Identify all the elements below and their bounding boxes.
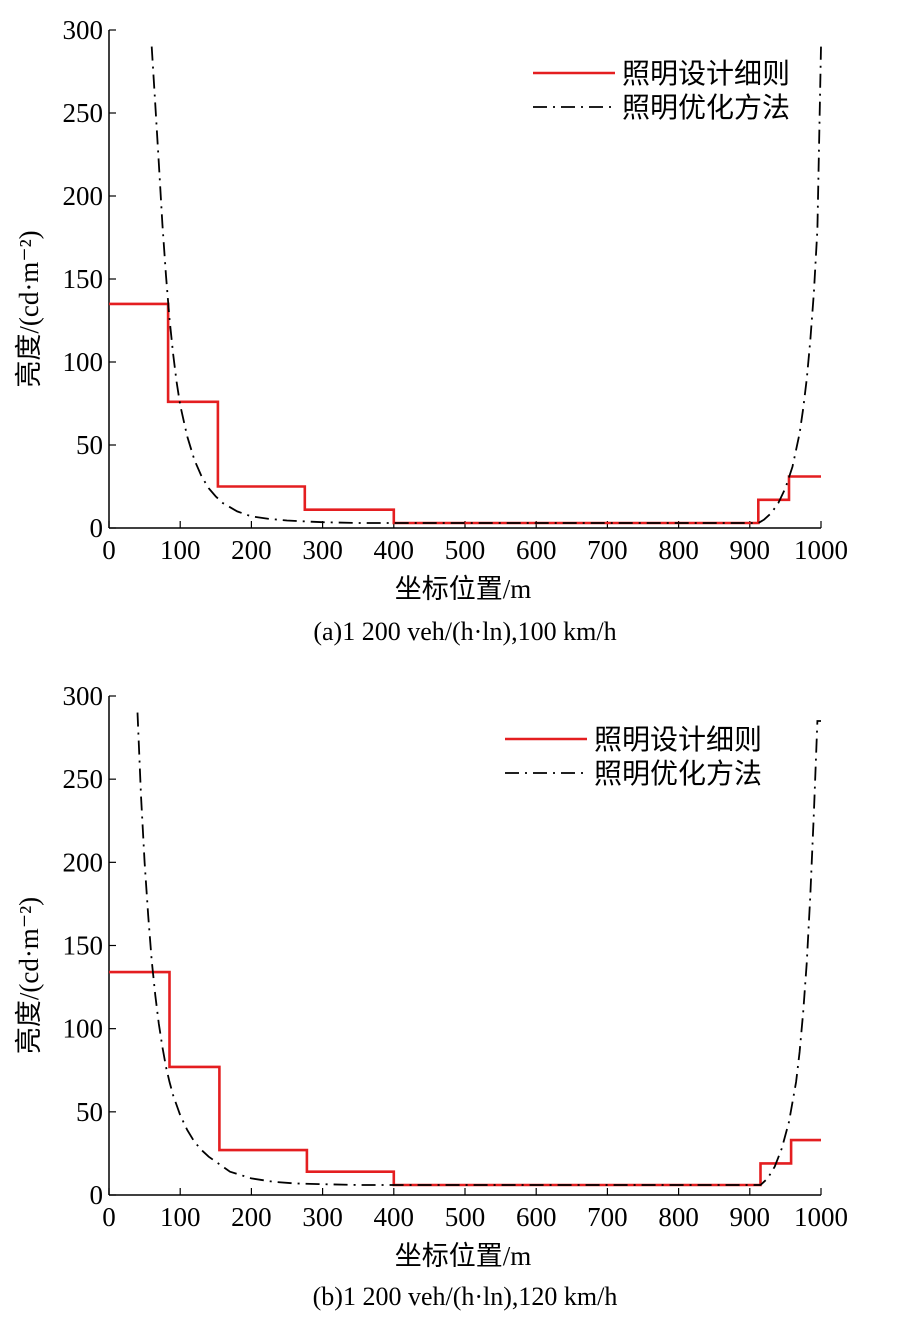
chart-a: 0 100 200 300 400 500 600 700 800 900 1000 0 50 100 15… — [14, 15, 848, 646]
y-tick-label: 300 — [63, 681, 104, 711]
x-tick-label: 300 — [302, 1202, 343, 1232]
x-tick-label: 200 — [231, 1202, 272, 1232]
x-tick-label: 900 — [730, 535, 771, 565]
x-tick-label: 800 — [658, 535, 699, 565]
y-tick-label: 250 — [63, 764, 104, 794]
y-axis-title: 亮度/(cd·m⁻²) — [14, 230, 44, 387]
y-tick-label: 100 — [63, 1014, 104, 1044]
x-tick-label: 1000 — [794, 1202, 848, 1232]
y-tick-label: 0 — [90, 1180, 104, 1210]
y-tick-label: 200 — [63, 847, 104, 877]
x-tick-label: 200 — [231, 535, 272, 565]
x-axis-title: 坐标位置/m — [395, 574, 532, 604]
y-tick-label: 50 — [76, 1097, 103, 1127]
y-tick-label: 150 — [63, 931, 104, 961]
x-tick-label: 0 — [102, 535, 116, 565]
y-tick-label: 0 — [90, 513, 104, 543]
legend-label: 照明设计细则 — [622, 58, 790, 90]
chart-b: 0 100 200 300 400 500 600 700 800 900 1000 0 50 100 15… — [14, 681, 848, 1311]
x-tick-label: 800 — [658, 1202, 699, 1232]
series-optimized-line — [136, 712, 821, 1186]
x-tick-label: 500 — [445, 1202, 486, 1232]
x-tick-label: 1000 — [794, 535, 848, 565]
x-tick-label: 900 — [730, 1202, 771, 1232]
y-tick-label: 50 — [76, 430, 103, 460]
x-tick-label: 300 — [302, 535, 343, 565]
legend-label: 照明设计细则 — [594, 724, 762, 756]
x-tick-label: 700 — [587, 535, 628, 565]
x-tick-label: 700 — [587, 1202, 628, 1232]
series-design-rule-line — [109, 302, 821, 525]
y-tick-label: 250 — [63, 98, 104, 128]
x-tick-label: 600 — [516, 1202, 557, 1232]
figure-caption: (a)1 200 veh/(h·ln),100 km/h — [313, 617, 616, 646]
chart-panel-b: 0 100 200 300 400 500 600 700 800 900 1000 0 50 100 15… — [0, 665, 913, 1331]
x-tick-label: 100 — [160, 1202, 201, 1232]
x-tick-label: 500 — [445, 535, 486, 565]
series-optimized-line — [150, 46, 822, 524]
legend-label: 照明优化方法 — [622, 92, 790, 124]
y-axis-title: 亮度/(cd·m⁻²) — [14, 897, 44, 1054]
x-axis-title: 坐标位置/m — [395, 1241, 532, 1271]
legend-label: 照明优化方法 — [594, 758, 762, 790]
x-tick-label: 400 — [374, 535, 415, 565]
figure-caption: (b)1 200 veh/(h·ln),120 km/h — [313, 1282, 618, 1311]
y-tick-label: 200 — [63, 181, 104, 211]
y-tick-label: 150 — [63, 264, 104, 294]
x-tick-label: 400 — [374, 1202, 415, 1232]
chart-panel-a: 0 100 200 300 400 500 600 700 800 900 1000 0 50 100 15… — [0, 0, 913, 665]
series-design-rule-line — [109, 970, 821, 1187]
x-tick-label: 0 — [102, 1202, 116, 1232]
y-tick-label: 100 — [63, 347, 104, 377]
x-tick-label: 600 — [516, 535, 557, 565]
x-tick-label: 100 — [160, 535, 201, 565]
y-tick-label: 300 — [63, 15, 104, 45]
